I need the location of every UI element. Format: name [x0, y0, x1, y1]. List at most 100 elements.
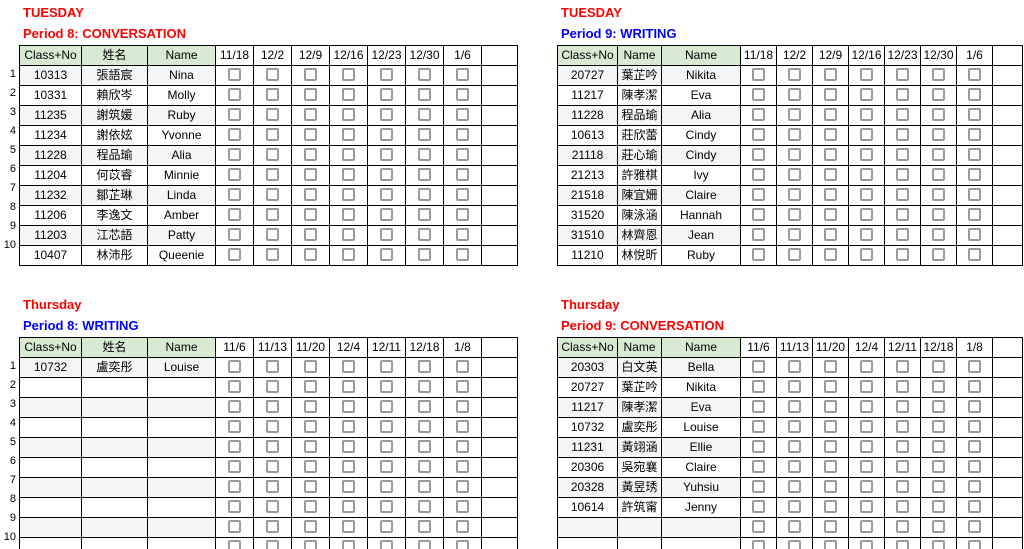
attendance-checkbox[interactable]: [932, 420, 945, 434]
attendance-checkbox[interactable]: [418, 208, 431, 222]
attendance-checkbox[interactable]: [456, 540, 469, 549]
attendance-checkbox[interactable]: [418, 500, 431, 514]
attendance-checkbox[interactable]: [342, 208, 355, 222]
attendance-checkbox[interactable]: [228, 68, 241, 82]
attendance-checkbox[interactable]: [932, 188, 945, 202]
attendance-checkbox[interactable]: [380, 480, 393, 494]
attendance-checkbox[interactable]: [752, 208, 765, 222]
attendance-checkbox[interactable]: [752, 68, 765, 82]
attendance-checkbox[interactable]: [932, 400, 945, 414]
attendance-checkbox[interactable]: [266, 208, 279, 222]
attendance-checkbox[interactable]: [304, 540, 317, 549]
attendance-checkbox[interactable]: [788, 500, 801, 514]
attendance-checkbox[interactable]: [456, 420, 469, 434]
attendance-checkbox[interactable]: [342, 148, 355, 162]
attendance-checkbox[interactable]: [456, 400, 469, 414]
attendance-checkbox[interactable]: [380, 108, 393, 122]
attendance-checkbox[interactable]: [266, 460, 279, 474]
attendance-checkbox[interactable]: [968, 168, 981, 182]
attendance-checkbox[interactable]: [824, 148, 837, 162]
attendance-checkbox[interactable]: [456, 128, 469, 142]
attendance-checkbox[interactable]: [824, 88, 837, 102]
attendance-checkbox[interactable]: [968, 440, 981, 454]
attendance-checkbox[interactable]: [860, 520, 873, 534]
attendance-checkbox[interactable]: [896, 360, 909, 374]
attendance-checkbox[interactable]: [228, 480, 241, 494]
attendance-checkbox[interactable]: [304, 128, 317, 142]
attendance-checkbox[interactable]: [968, 228, 981, 242]
attendance-checkbox[interactable]: [418, 480, 431, 494]
attendance-checkbox[interactable]: [456, 208, 469, 222]
attendance-checkbox[interactable]: [896, 128, 909, 142]
attendance-checkbox[interactable]: [932, 168, 945, 182]
attendance-checkbox[interactable]: [824, 128, 837, 142]
attendance-checkbox[interactable]: [860, 108, 873, 122]
attendance-checkbox[interactable]: [266, 420, 279, 434]
attendance-checkbox[interactable]: [304, 400, 317, 414]
attendance-checkbox[interactable]: [228, 380, 241, 394]
attendance-checkbox[interactable]: [752, 228, 765, 242]
attendance-checkbox[interactable]: [824, 208, 837, 222]
attendance-checkbox[interactable]: [266, 128, 279, 142]
attendance-checkbox[interactable]: [380, 168, 393, 182]
attendance-checkbox[interactable]: [418, 440, 431, 454]
attendance-checkbox[interactable]: [418, 540, 431, 549]
attendance-checkbox[interactable]: [380, 360, 393, 374]
attendance-checkbox[interactable]: [752, 400, 765, 414]
attendance-checkbox[interactable]: [418, 88, 431, 102]
attendance-checkbox[interactable]: [418, 168, 431, 182]
attendance-checkbox[interactable]: [380, 248, 393, 262]
attendance-checkbox[interactable]: [860, 188, 873, 202]
attendance-checkbox[interactable]: [824, 380, 837, 394]
attendance-checkbox[interactable]: [896, 520, 909, 534]
attendance-checkbox[interactable]: [932, 520, 945, 534]
attendance-checkbox[interactable]: [752, 148, 765, 162]
attendance-checkbox[interactable]: [342, 68, 355, 82]
attendance-checkbox[interactable]: [342, 248, 355, 262]
attendance-checkbox[interactable]: [418, 420, 431, 434]
attendance-checkbox[interactable]: [752, 88, 765, 102]
attendance-checkbox[interactable]: [456, 360, 469, 374]
attendance-checkbox[interactable]: [932, 208, 945, 222]
attendance-checkbox[interactable]: [968, 380, 981, 394]
attendance-checkbox[interactable]: [932, 500, 945, 514]
attendance-checkbox[interactable]: [266, 88, 279, 102]
attendance-checkbox[interactable]: [228, 108, 241, 122]
attendance-checkbox[interactable]: [752, 420, 765, 434]
attendance-checkbox[interactable]: [304, 500, 317, 514]
attendance-checkbox[interactable]: [456, 228, 469, 242]
attendance-checkbox[interactable]: [266, 248, 279, 262]
attendance-checkbox[interactable]: [896, 540, 909, 549]
attendance-checkbox[interactable]: [896, 400, 909, 414]
attendance-checkbox[interactable]: [266, 440, 279, 454]
attendance-checkbox[interactable]: [932, 360, 945, 374]
attendance-checkbox[interactable]: [824, 400, 837, 414]
attendance-checkbox[interactable]: [788, 480, 801, 494]
attendance-checkbox[interactable]: [788, 108, 801, 122]
attendance-checkbox[interactable]: [860, 440, 873, 454]
attendance-checkbox[interactable]: [266, 360, 279, 374]
attendance-checkbox[interactable]: [380, 420, 393, 434]
attendance-checkbox[interactable]: [304, 460, 317, 474]
attendance-checkbox[interactable]: [266, 380, 279, 394]
attendance-checkbox[interactable]: [304, 148, 317, 162]
attendance-checkbox[interactable]: [968, 128, 981, 142]
attendance-checkbox[interactable]: [228, 88, 241, 102]
attendance-checkbox[interactable]: [932, 108, 945, 122]
attendance-checkbox[interactable]: [752, 108, 765, 122]
attendance-checkbox[interactable]: [418, 460, 431, 474]
attendance-checkbox[interactable]: [342, 460, 355, 474]
attendance-checkbox[interactable]: [824, 188, 837, 202]
attendance-checkbox[interactable]: [228, 168, 241, 182]
attendance-checkbox[interactable]: [380, 460, 393, 474]
attendance-checkbox[interactable]: [896, 68, 909, 82]
attendance-checkbox[interactable]: [304, 520, 317, 534]
attendance-checkbox[interactable]: [932, 248, 945, 262]
attendance-checkbox[interactable]: [968, 540, 981, 549]
attendance-checkbox[interactable]: [860, 228, 873, 242]
attendance-checkbox[interactable]: [824, 440, 837, 454]
attendance-checkbox[interactable]: [342, 228, 355, 242]
attendance-checkbox[interactable]: [342, 500, 355, 514]
attendance-checkbox[interactable]: [342, 480, 355, 494]
attendance-checkbox[interactable]: [968, 108, 981, 122]
